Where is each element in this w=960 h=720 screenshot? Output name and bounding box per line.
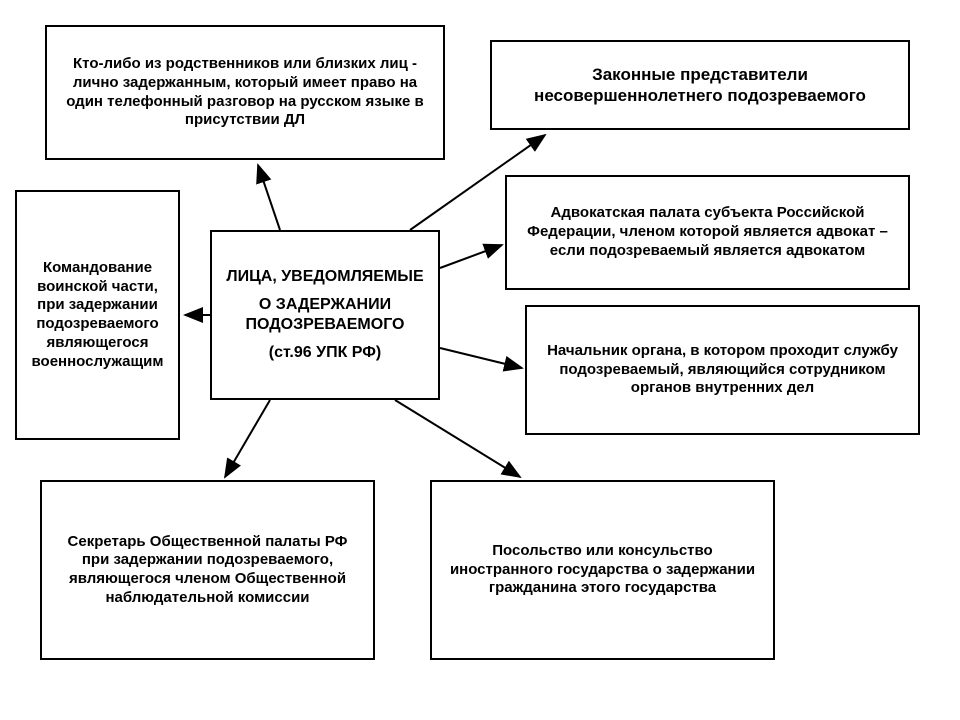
node-public-chamber-text: Секретарь Общественной палаты РФ при зад…	[52, 533, 363, 608]
center-line3: (ст.96 УПК РФ)	[222, 343, 428, 363]
node-internal-affairs-text: Начальник органа, в котором проходит слу…	[537, 342, 908, 398]
center-line1: ЛИЦА, УВЕДОМЛЯЕМЫЕ	[222, 267, 428, 287]
center-node: ЛИЦА, УВЕДОМЛЯЕМЫЕ О ЗАДЕРЖАНИИ ПОДОЗРЕВ…	[210, 230, 440, 400]
node-military-text: Командование воинской части, при задержа…	[27, 259, 168, 372]
node-relatives: Кто-либо из родственников или близких ли…	[45, 25, 445, 160]
node-embassy-text: Посольство или консульство иностранного …	[442, 542, 763, 598]
node-public-chamber: Секретарь Общественной палаты РФ при зад…	[40, 480, 375, 660]
node-internal-affairs: Начальник органа, в котором проходит слу…	[525, 305, 920, 435]
node-bar-chamber-text: Адвокатская палата субъекта Российской Ф…	[517, 204, 898, 260]
node-legal-reps-text: Законные представители несовершеннолетне…	[502, 64, 898, 107]
node-military: Командование воинской части, при задержа…	[15, 190, 180, 440]
node-relatives-text: Кто-либо из родственников или близких ли…	[57, 55, 433, 130]
node-bar-chamber: Адвокатская палата субъекта Российской Ф…	[505, 175, 910, 290]
node-embassy: Посольство или консульство иностранного …	[430, 480, 775, 660]
center-line2: О ЗАДЕРЖАНИИ ПОДОЗРЕВАЕМОГО	[222, 295, 428, 335]
node-legal-reps: Законные представители несовершеннолетне…	[490, 40, 910, 130]
